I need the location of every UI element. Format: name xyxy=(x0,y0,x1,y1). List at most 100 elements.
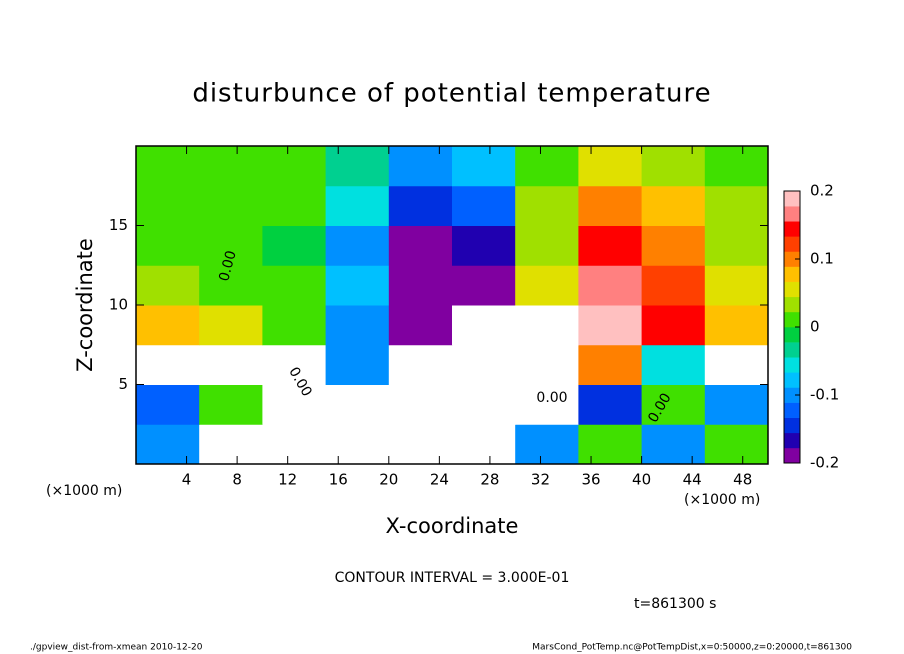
cell xyxy=(515,305,579,346)
colorbar-swatch xyxy=(784,387,800,403)
colorbar-swatch xyxy=(784,206,800,222)
cell xyxy=(578,384,643,425)
colorbar-swatch xyxy=(784,372,800,388)
x-tick-label: 48 xyxy=(733,471,752,489)
cell xyxy=(262,265,327,306)
cell xyxy=(136,185,200,226)
cell xyxy=(388,424,453,465)
colorbar-swatch xyxy=(784,311,800,328)
cell xyxy=(199,225,263,266)
cell xyxy=(704,384,769,425)
cell xyxy=(641,185,706,226)
chart-title: disturbunce of potential temperature xyxy=(192,79,711,109)
cell xyxy=(452,305,516,346)
y-tick-label: 10 xyxy=(109,296,128,314)
footer-right: MarsCond_PotTemp.nc@PotTempDist,x=0:5000… xyxy=(532,643,852,653)
cell xyxy=(452,424,516,465)
cell xyxy=(452,384,516,425)
cell xyxy=(136,384,200,425)
x-tick-label: 44 xyxy=(683,471,702,489)
colorbar-swatch xyxy=(784,221,800,237)
contour-label: 0.00 xyxy=(536,390,567,406)
cell xyxy=(515,146,579,187)
colorbar-swatch xyxy=(784,236,800,252)
cell xyxy=(262,185,327,226)
cell xyxy=(704,185,769,226)
x-tick-label: 32 xyxy=(531,471,550,489)
cell xyxy=(136,344,200,385)
cell xyxy=(199,265,263,306)
cell xyxy=(262,225,327,266)
cell xyxy=(388,265,453,306)
cell xyxy=(199,146,263,187)
cell xyxy=(325,265,390,306)
cell xyxy=(515,225,579,266)
cell xyxy=(515,185,579,226)
cell xyxy=(136,225,200,266)
cell xyxy=(641,384,706,425)
cell xyxy=(136,265,200,306)
cell xyxy=(262,344,327,385)
colorbar-tick-label: 0.1 xyxy=(810,250,834,268)
cell xyxy=(515,265,579,306)
colorbar-swatch xyxy=(784,266,800,282)
x-tick-label: 20 xyxy=(379,471,398,489)
y-unit-label: (×1000 m) xyxy=(46,483,122,499)
cell xyxy=(199,305,263,346)
cell xyxy=(136,424,200,465)
x-tick-label: 4 xyxy=(182,471,192,489)
cell xyxy=(704,305,769,346)
cell xyxy=(452,265,516,306)
colorbar-swatch xyxy=(784,251,800,267)
time-label: t=861300 s xyxy=(634,596,716,612)
colorbar-swatch xyxy=(784,417,800,434)
cell xyxy=(452,344,516,385)
cell xyxy=(515,384,579,425)
cell xyxy=(388,225,453,266)
cell xyxy=(704,265,769,306)
cell xyxy=(452,185,516,226)
cell xyxy=(136,305,200,346)
cell xyxy=(515,344,579,385)
x-tick-label: 16 xyxy=(329,471,348,489)
cell xyxy=(641,344,706,385)
cell xyxy=(704,424,769,465)
cell xyxy=(199,344,263,385)
colorbar-swatch xyxy=(784,432,800,449)
cell xyxy=(515,424,579,465)
cell xyxy=(199,424,263,465)
cell xyxy=(325,146,390,187)
colorbar-swatch xyxy=(784,447,800,464)
x-unit-label: (×1000 m) xyxy=(684,492,760,508)
colorbar-swatch xyxy=(784,191,800,207)
cell xyxy=(325,424,390,465)
cell xyxy=(262,384,327,425)
cell xyxy=(199,384,263,425)
cell xyxy=(704,344,769,385)
cell xyxy=(452,146,516,187)
footer-left: ./gpview_dist-from-xmean 2010-12-20 xyxy=(30,643,203,653)
cell xyxy=(136,146,200,187)
colorbar-tick-label: 0 xyxy=(810,318,820,336)
colorbar-tick-label: -0.2 xyxy=(810,454,839,472)
field xyxy=(136,146,769,465)
cell xyxy=(641,146,706,187)
cell xyxy=(388,384,453,425)
colorbar-tick-label: -0.1 xyxy=(810,386,839,404)
cell xyxy=(262,305,327,346)
x-tick-label: 36 xyxy=(581,471,600,489)
x-tick-label: 8 xyxy=(232,471,242,489)
y-tick-label: 15 xyxy=(109,216,128,234)
x-axis-label: X-coordinate xyxy=(386,514,519,538)
colorbar-swatch xyxy=(784,281,800,298)
cell xyxy=(578,146,643,187)
colorbar-swatch xyxy=(784,357,800,373)
cell xyxy=(388,146,453,187)
colorbar-swatch xyxy=(784,402,800,418)
cell xyxy=(641,265,706,306)
x-tick-label: 28 xyxy=(480,471,499,489)
cell xyxy=(262,424,327,465)
cell xyxy=(641,305,706,346)
colorbar-swatch xyxy=(784,327,800,343)
